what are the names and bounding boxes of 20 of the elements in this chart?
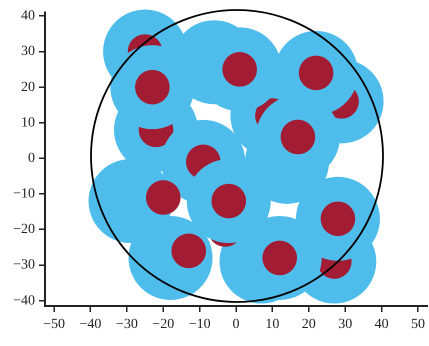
y-tick-label: −20 [13, 222, 35, 238]
x-tick-label: −10 [188, 317, 211, 332]
y-tick-label: 10 [21, 115, 35, 130]
x-tick-label: 30 [338, 317, 352, 332]
x-tick-label: 0 [232, 317, 240, 332]
x-tick-label: −30 [116, 317, 138, 332]
y-tick-label: 0 [28, 150, 35, 166]
y-tick-label: 30 [21, 44, 35, 60]
x-tick-label: −50 [43, 317, 66, 332]
x-tick-label: 20 [302, 317, 316, 332]
x-tick-label: −40 [80, 317, 102, 332]
x-tick-label: 10 [265, 317, 280, 332]
y-tick-label: −40 [13, 293, 35, 308]
x-tick-label: 50 [410, 317, 425, 332]
y-tick-label: 20 [21, 80, 35, 95]
x-tick-label: −20 [152, 317, 174, 332]
y-tick-label: −30 [13, 258, 35, 273]
x-tick-label: 40 [374, 317, 389, 332]
y-tick-label: −10 [13, 186, 35, 202]
y-tick-label: 40 [21, 8, 35, 24]
